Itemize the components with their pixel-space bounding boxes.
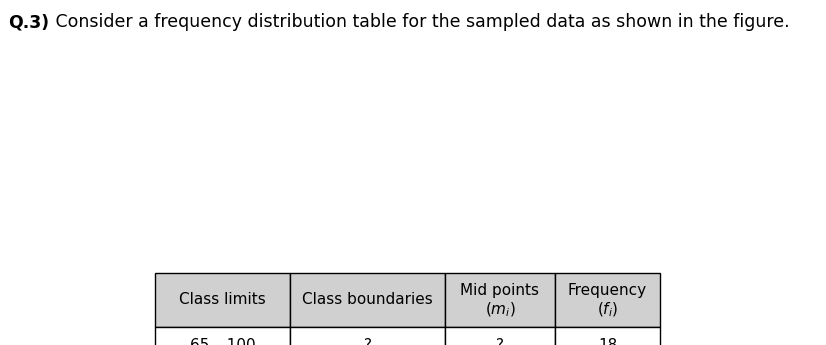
Bar — [445, 273, 555, 327]
Bar — [155, 273, 290, 327]
Text: Mid points: Mid points — [461, 284, 539, 298]
Text: 18: 18 — [598, 338, 617, 345]
Text: ?: ? — [363, 338, 372, 345]
Text: $(m_i)$: $(m_i)$ — [485, 301, 515, 319]
Bar — [555, 273, 660, 327]
Text: 65 – 100: 65 – 100 — [190, 338, 255, 345]
Text: Class limits: Class limits — [179, 293, 266, 307]
Text: Consider a frequency distribution table for the sampled data as shown in the fig: Consider a frequency distribution table … — [50, 13, 790, 31]
Bar — [155, 327, 290, 345]
Text: Class boundaries: Class boundaries — [302, 293, 433, 307]
Bar — [290, 273, 445, 327]
Text: Frequency: Frequency — [568, 284, 647, 298]
Text: $(f_i)$: $(f_i)$ — [597, 301, 618, 319]
Bar — [445, 327, 555, 345]
Text: Q.3): Q.3) — [8, 13, 49, 31]
Text: ?: ? — [496, 338, 504, 345]
Bar — [555, 327, 660, 345]
Bar — [290, 327, 445, 345]
